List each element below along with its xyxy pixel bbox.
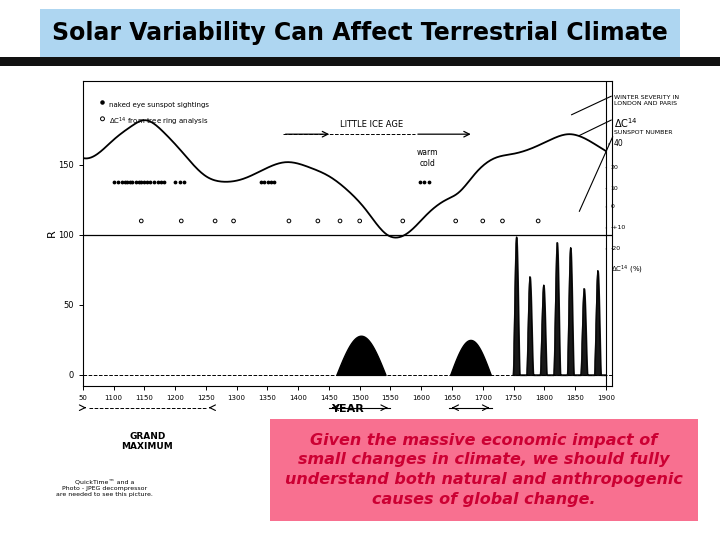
- Point: [397, 217, 408, 225]
- Text: GRAND
MAXIMUM: GRAND MAXIMUM: [122, 432, 174, 451]
- Text: 10: 10: [611, 186, 618, 191]
- Point: [283, 217, 294, 225]
- Point: [135, 217, 147, 225]
- Text: WINTER SEVERITY IN
LONDON AND PARIS: WINTER SEVERITY IN LONDON AND PARIS: [614, 95, 679, 106]
- Text: naked eye sunspot sightings: naked eye sunspot sightings: [109, 102, 210, 108]
- Point: [174, 178, 186, 186]
- Text: $\Delta$C$^{14}$ (%): $\Delta$C$^{14}$ (%): [611, 264, 643, 276]
- Point: [354, 217, 366, 225]
- Text: 20: 20: [611, 165, 618, 170]
- Point: [142, 178, 153, 186]
- X-axis label: YEAR: YEAR: [331, 404, 364, 414]
- Point: [262, 178, 274, 186]
- Point: [124, 178, 135, 186]
- Point: [312, 217, 323, 225]
- Bar: [40, 9, 680, 57]
- Point: [179, 178, 190, 186]
- Text: SPÖRER
MINIMUM: SPÖRER MINIMUM: [336, 432, 384, 451]
- Text: -+10: -+10: [611, 226, 626, 231]
- Point: [266, 178, 277, 186]
- Text: $\Delta$C$^{14}$ from tree ring analysis: $\Delta$C$^{14}$ from tree ring analysis: [109, 116, 209, 128]
- Y-axis label: R: R: [47, 230, 57, 238]
- Point: [258, 178, 270, 186]
- Point: [122, 178, 133, 186]
- Bar: [0, 57, 720, 66]
- Point: [119, 178, 130, 186]
- Text: Solar Variability Can Affect Terrestrial Climate: Solar Variability Can Affect Terrestrial…: [52, 21, 668, 45]
- Point: [334, 217, 346, 225]
- Point: [126, 178, 138, 186]
- Point: [158, 178, 170, 186]
- Point: [130, 178, 142, 186]
- Point: [477, 217, 489, 225]
- Text: QuickTime™ and a
Photo - JPEG decompressor
are needed to see this picture.: QuickTime™ and a Photo - JPEG decompress…: [56, 480, 153, 497]
- Point: [414, 178, 426, 186]
- Point: [176, 217, 187, 225]
- Point: [418, 178, 429, 186]
- Point: [135, 178, 147, 186]
- Point: [256, 178, 267, 186]
- Point: [116, 178, 127, 186]
- Point: [497, 217, 508, 225]
- Point: [145, 178, 156, 186]
- Point: [210, 217, 221, 225]
- Text: 40: 40: [613, 139, 623, 148]
- Text: LITTLE ICE AGE: LITTLE ICE AGE: [341, 119, 404, 129]
- Point: [423, 178, 434, 186]
- Point: [133, 178, 145, 186]
- Point: [450, 217, 462, 225]
- Point: [113, 178, 125, 186]
- Text: SUNSPOT NUMBER: SUNSPOT NUMBER: [614, 130, 672, 135]
- Point: [228, 217, 239, 225]
- Point: [148, 178, 160, 186]
- Text: 0: 0: [611, 205, 615, 210]
- Bar: [270, 418, 698, 521]
- Text: warm
cold: warm cold: [417, 148, 438, 168]
- Point: [96, 98, 108, 106]
- Point: [269, 178, 280, 186]
- Point: [169, 178, 181, 186]
- Point: [96, 114, 108, 123]
- Point: [152, 178, 163, 186]
- Point: [156, 178, 167, 186]
- Text: -20: -20: [611, 246, 621, 252]
- Text: $\Delta$C$^{14}$: $\Delta$C$^{14}$: [614, 116, 638, 130]
- Point: [108, 178, 120, 186]
- Text: MAUNDER
MINIMUM: MAUNDER MINIMUM: [445, 432, 496, 451]
- Text: Given the massive economic impact of
small changes in climate, we should fully
u: Given the massive economic impact of sma…: [285, 433, 683, 507]
- Point: [138, 178, 150, 186]
- Point: [532, 217, 544, 225]
